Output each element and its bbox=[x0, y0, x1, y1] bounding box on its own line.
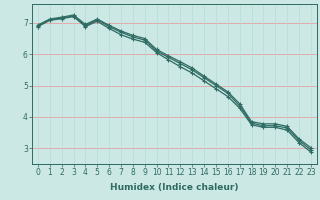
X-axis label: Humidex (Indice chaleur): Humidex (Indice chaleur) bbox=[110, 183, 239, 192]
